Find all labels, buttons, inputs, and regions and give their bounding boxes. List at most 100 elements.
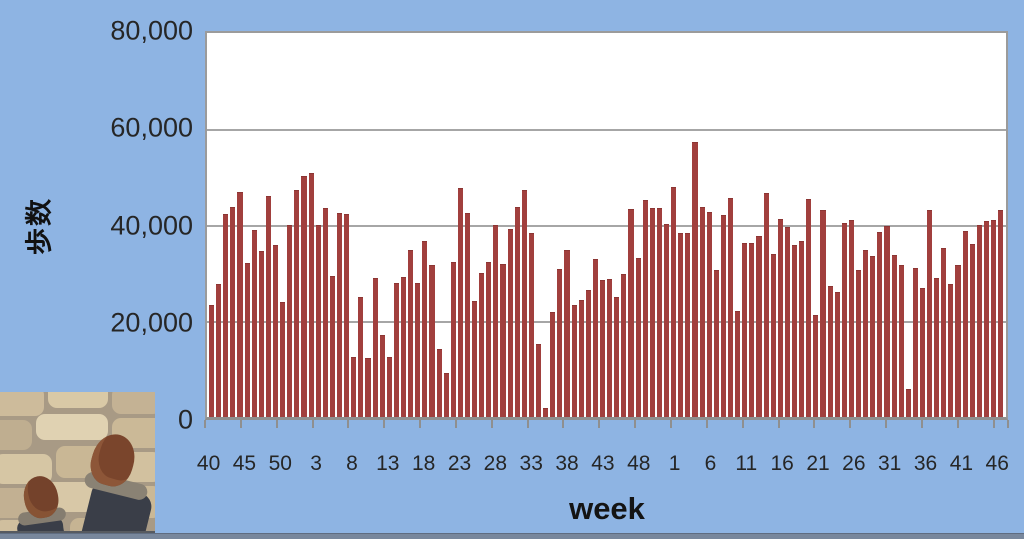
bar [870,255,876,417]
bar [336,213,343,417]
x-axis-title: week [569,491,645,526]
x-axis-tick [849,420,852,428]
bar [720,215,726,417]
x-axis-tick [598,420,601,428]
x-tick-label: 31 [878,452,902,475]
bar [770,254,776,417]
x-tick-label: 6 [704,452,717,475]
gridline [207,225,1006,227]
bar [223,213,229,417]
x-axis-tick [239,420,242,428]
x-axis-tick [347,420,350,428]
x-tick-label: 1 [668,452,681,475]
bar [898,264,904,417]
x-axis-tick [670,420,673,428]
x-tick-label: 23 [447,452,472,475]
x-axis-tick [562,420,565,428]
x-axis-tick [204,420,206,428]
x-tick-label: 48 [627,452,651,475]
bar [827,285,833,417]
bar [400,276,407,417]
bar [543,408,549,417]
bar [486,262,492,417]
x-tick-label: 3 [310,452,322,475]
bar [692,142,698,417]
bar [820,210,826,417]
x-axis-tick [777,420,780,428]
window-bottom-edge [0,533,1024,539]
bar [927,210,933,417]
bar [429,264,435,417]
x-tick-label: 43 [591,452,615,475]
bar [784,226,790,417]
bar [983,221,990,417]
bar [607,279,613,417]
x-axis-tick [454,420,457,428]
bar [806,198,812,417]
x-tick-label: 28 [483,452,508,475]
bar [450,262,456,417]
x-tick-label: 50 [268,452,292,475]
bar [379,335,385,417]
bar [528,232,535,417]
bar [493,225,499,417]
bar [365,358,371,417]
y-tick-label: 0 [177,404,193,435]
pavement-stone [0,392,44,416]
y-tick-label: 40,000 [110,210,193,240]
bar [294,190,300,417]
x-tick-label: 45 [232,452,257,475]
bar [308,172,314,417]
bar [742,242,748,417]
bar [678,232,684,417]
x-axis-tick [813,420,816,428]
bar [749,242,755,417]
bar [280,301,286,417]
x-axis-tick [1007,420,1009,428]
bar [265,195,271,417]
x-tick-label: 18 [411,452,436,475]
bar [322,207,328,417]
feet-walking-photo [0,392,155,533]
bar [571,305,577,417]
bar [550,312,556,417]
bar [479,272,485,417]
bar [685,233,691,417]
x-tick-label: 38 [555,452,579,475]
bar [209,305,215,417]
bar [763,192,769,417]
x-axis-tick [419,420,422,428]
bar [656,207,662,417]
bar [514,206,520,417]
y-tick-label: 80,000 [110,15,193,46]
bar [351,357,357,417]
x-tick-label: 16 [770,452,794,475]
x-axis-tick [275,420,278,428]
bar [415,282,421,417]
x-tick-label: 36 [913,452,938,475]
bar [436,348,442,417]
bar [699,206,705,417]
bar [344,214,350,417]
bar [727,197,734,417]
bar [642,199,648,417]
bar [877,231,883,417]
bar [998,210,1004,417]
x-axis-tick [490,420,493,428]
bar [791,245,798,417]
bar [649,207,655,417]
plot-area [205,31,1008,420]
bar [578,299,584,417]
gridline [207,129,1006,131]
bar-series [208,33,1005,417]
pavement-stone [0,420,32,450]
bar [905,388,911,417]
bar [948,284,954,417]
x-tick-label: 46 [985,452,1009,475]
bar [941,247,947,417]
bar [841,222,847,417]
x-tick-label: 11 [735,452,758,475]
x-axis-tick [383,420,386,428]
bar [244,262,250,417]
